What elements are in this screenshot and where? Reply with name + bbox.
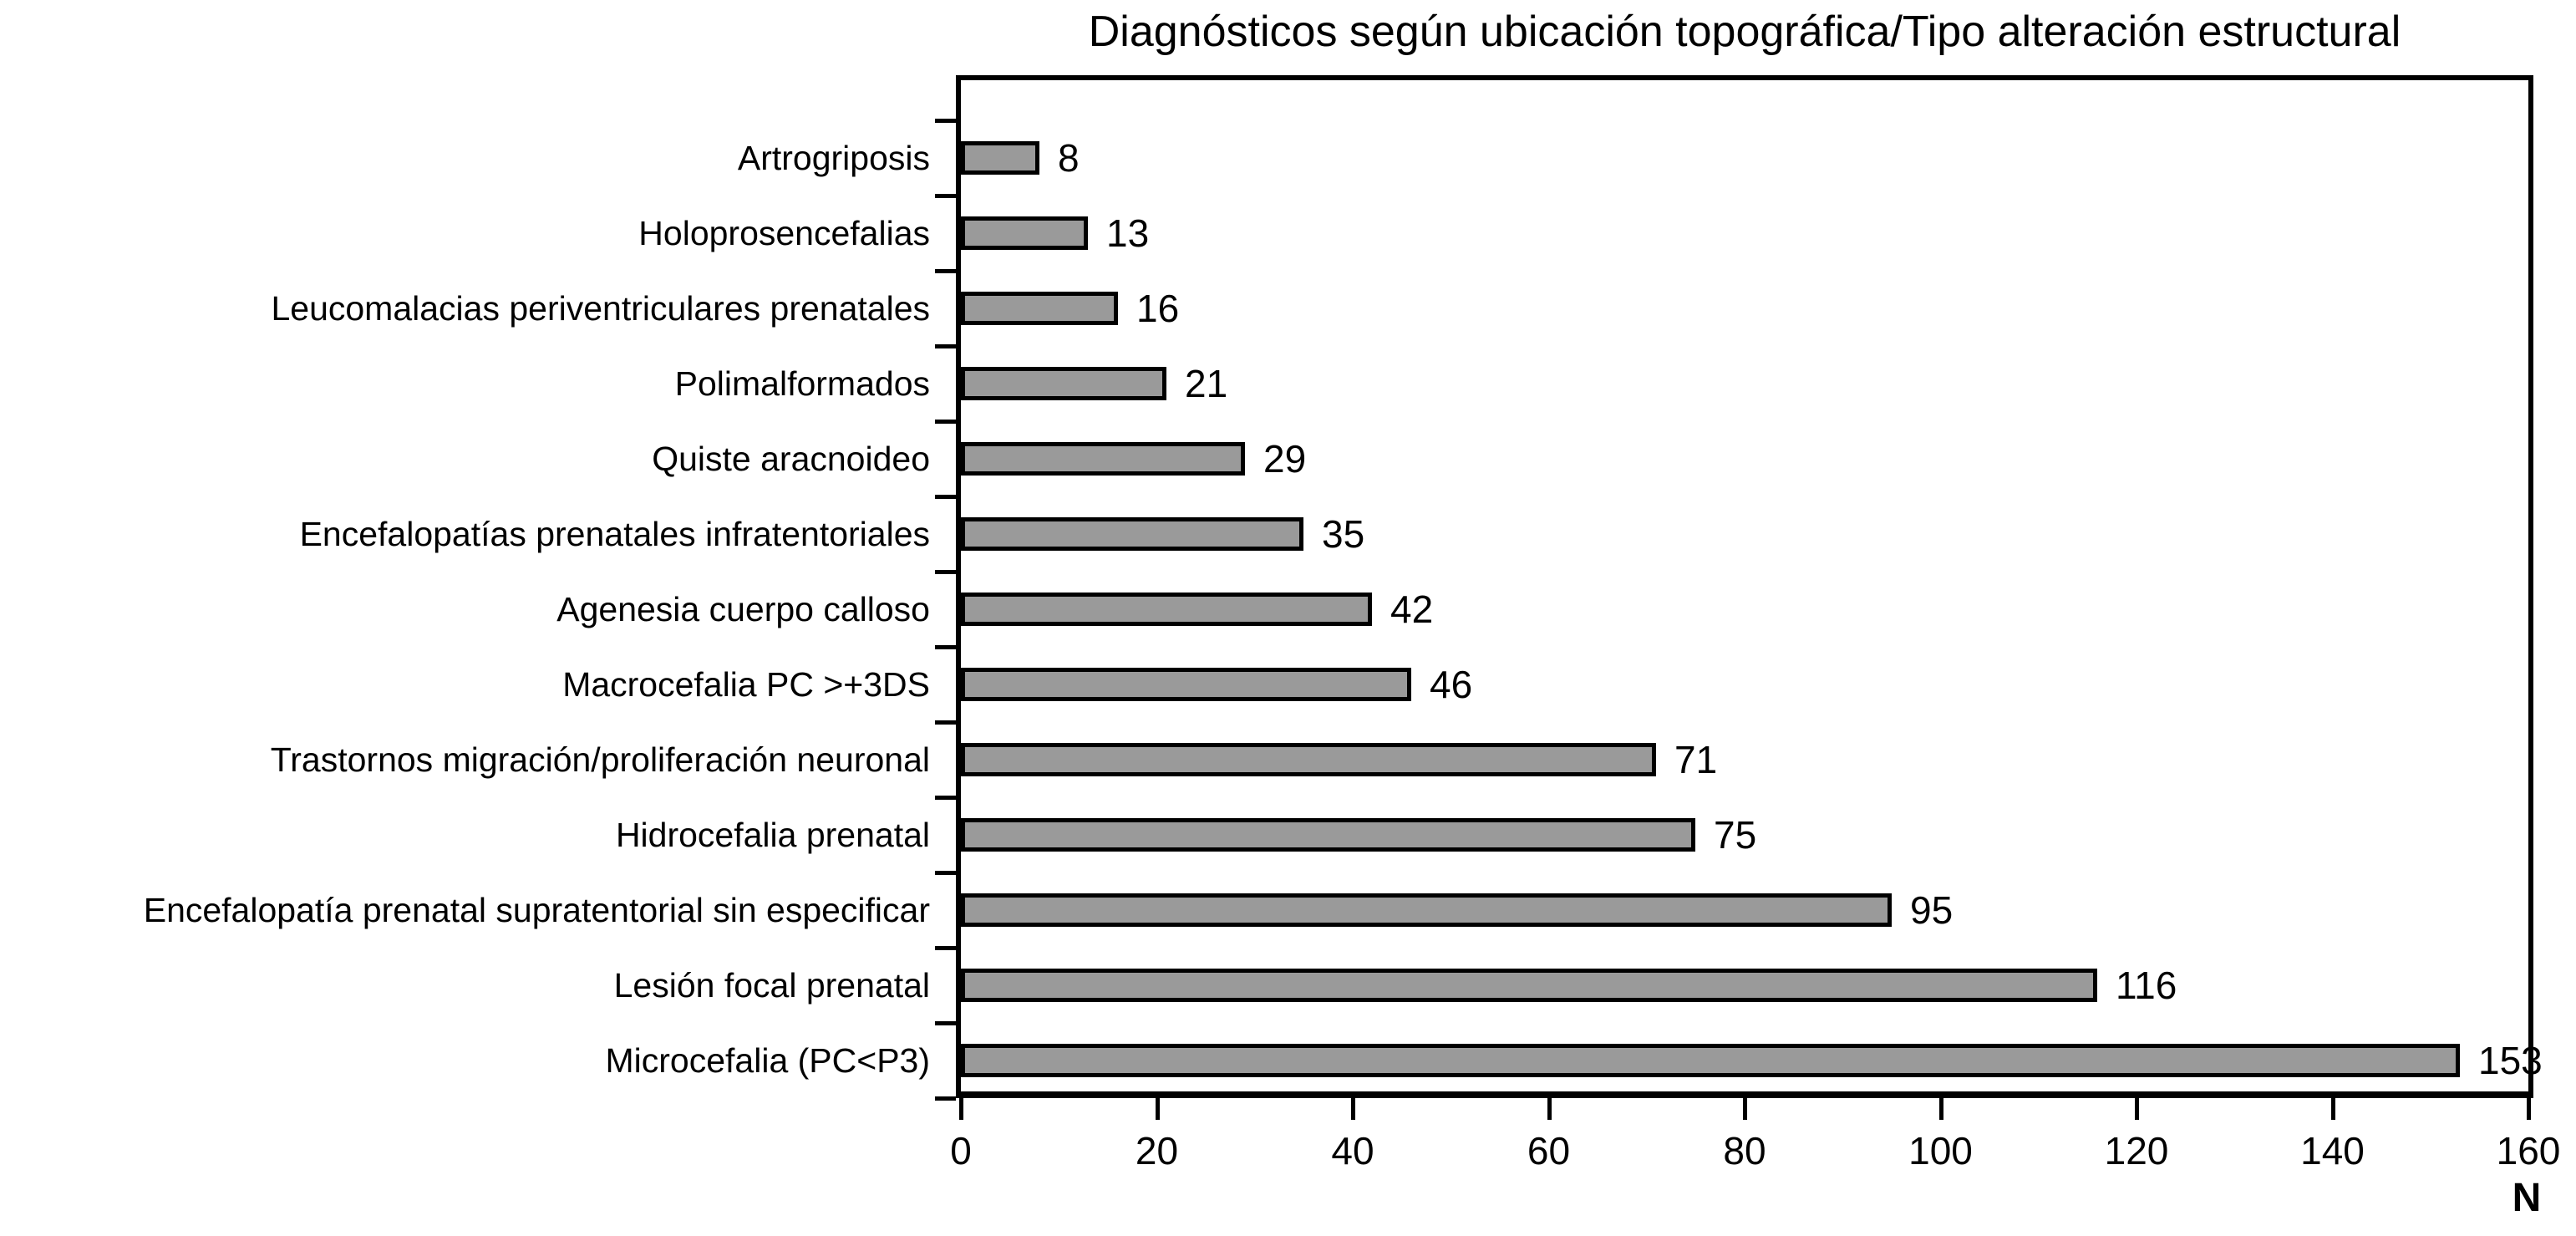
category-label: Trastornos migración/proliferación neuro… (270, 740, 930, 779)
x-axis-tick-label: 100 (1908, 1129, 1973, 1172)
y-axis-tick (935, 420, 956, 424)
x-axis-tick (1155, 1098, 1160, 1120)
value-label: 35 (1322, 512, 1365, 556)
x-axis-tick-label: 80 (1723, 1129, 1766, 1172)
x-axis-label: N (2512, 1176, 2542, 1220)
category-label: Artrogriposis (737, 139, 930, 177)
bar (961, 668, 1411, 701)
category-label: Hidrocefalia prenatal (615, 816, 930, 854)
y-axis-tick (935, 344, 956, 348)
value-label: 13 (1106, 211, 1150, 255)
x-axis-tick-label: 20 (1135, 1129, 1179, 1172)
y-axis-tick (935, 194, 956, 198)
y-axis-tick (935, 495, 956, 499)
x-axis-tick (1351, 1098, 1355, 1120)
category-label: Agenesia cuerpo calloso (556, 590, 930, 628)
y-axis-tick (935, 119, 956, 123)
value-label: 46 (1430, 663, 1473, 706)
x-axis-tick (1938, 1098, 1943, 1120)
category-label: Quiste aracnoideo (652, 440, 930, 478)
x-axis-tick (1743, 1098, 1747, 1120)
category-label: Holoprosencefalias (638, 214, 930, 252)
bar (961, 969, 2097, 1002)
x-axis-tick (2527, 1098, 2531, 1120)
y-axis-tick (935, 1021, 956, 1025)
bar (961, 216, 1088, 250)
value-label: 116 (2116, 964, 2177, 1007)
category-label: Microcefalia (PC<P3) (605, 1041, 930, 1080)
x-axis-tick-label: 140 (2300, 1129, 2365, 1172)
bar (961, 517, 1303, 551)
value-label: 21 (1185, 362, 1228, 405)
value-label: 16 (1136, 287, 1180, 330)
value-label: 8 (1058, 136, 1080, 180)
bar (961, 818, 1695, 852)
bar (961, 442, 1245, 476)
category-label: Leucomalacias periventriculares prenatal… (271, 289, 930, 328)
value-label: 71 (1674, 738, 1718, 781)
bar (961, 367, 1166, 400)
category-label: Macrocefalia PC >+3DS (562, 665, 930, 704)
x-axis-tick-label: 60 (1527, 1129, 1571, 1172)
y-axis-tick (935, 269, 956, 273)
bar (961, 292, 1118, 325)
value-label: 75 (1714, 813, 1757, 857)
y-axis-tick (935, 871, 956, 875)
chart-title: Diagnósticos según ubicación topográfica… (1088, 8, 2401, 56)
value-label: 29 (1263, 437, 1307, 481)
x-axis-tick-label: 160 (2496, 1129, 2561, 1172)
category-label: Encefalopatía prenatal supratentorial si… (143, 891, 930, 929)
bar (961, 893, 1892, 927)
bar (961, 743, 1656, 776)
y-axis-tick (935, 645, 956, 649)
value-label: 42 (1390, 587, 1434, 631)
x-axis-tick (1547, 1098, 1552, 1120)
bar (961, 141, 1039, 175)
x-axis-tick (2135, 1098, 2139, 1120)
y-axis-tick (935, 796, 956, 800)
y-axis-tick (935, 720, 956, 725)
bar (961, 1044, 2460, 1077)
category-label: Polimalformados (674, 364, 930, 403)
y-axis-tick (935, 570, 956, 574)
x-axis-tick (959, 1098, 963, 1120)
category-label: Encefalopatías prenatales infratentorial… (299, 515, 930, 553)
value-label: 95 (1910, 888, 1954, 932)
y-axis-tick (935, 946, 956, 950)
x-axis-tick (2330, 1098, 2335, 1120)
category-label: Lesión focal prenatal (613, 966, 930, 1005)
x-axis-tick-label: 120 (2104, 1129, 2169, 1172)
bar (961, 593, 1372, 626)
plot-frame (956, 75, 2533, 1098)
x-axis-tick-label: 40 (1331, 1129, 1374, 1172)
x-axis-tick-label: 0 (950, 1129, 972, 1172)
y-axis-tick (935, 1096, 956, 1101)
value-label: 153 (2478, 1039, 2543, 1082)
